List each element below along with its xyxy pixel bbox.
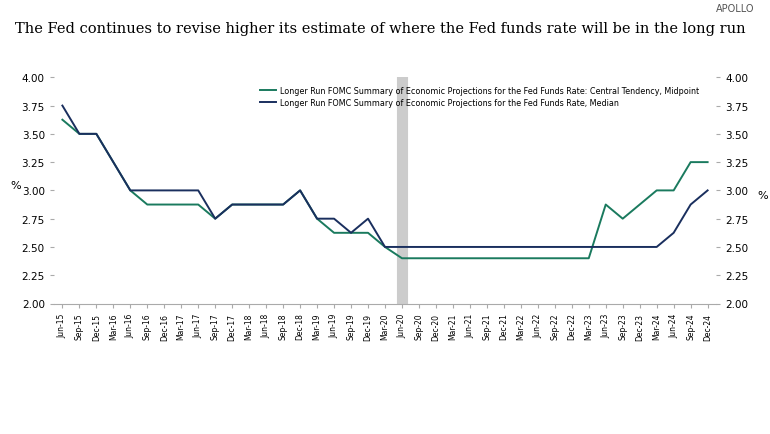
Text: APOLLO: APOLLO (716, 4, 755, 14)
Legend: Longer Run FOMC Summary of Economic Projections for the Fed Funds Rate: Central : Longer Run FOMC Summary of Economic Proj… (259, 87, 699, 108)
Y-axis label: %: % (757, 191, 768, 201)
Y-axis label: %: % (11, 181, 22, 191)
Text: The Fed continues to revise higher its estimate of where the Fed funds rate will: The Fed continues to revise higher its e… (15, 22, 746, 36)
